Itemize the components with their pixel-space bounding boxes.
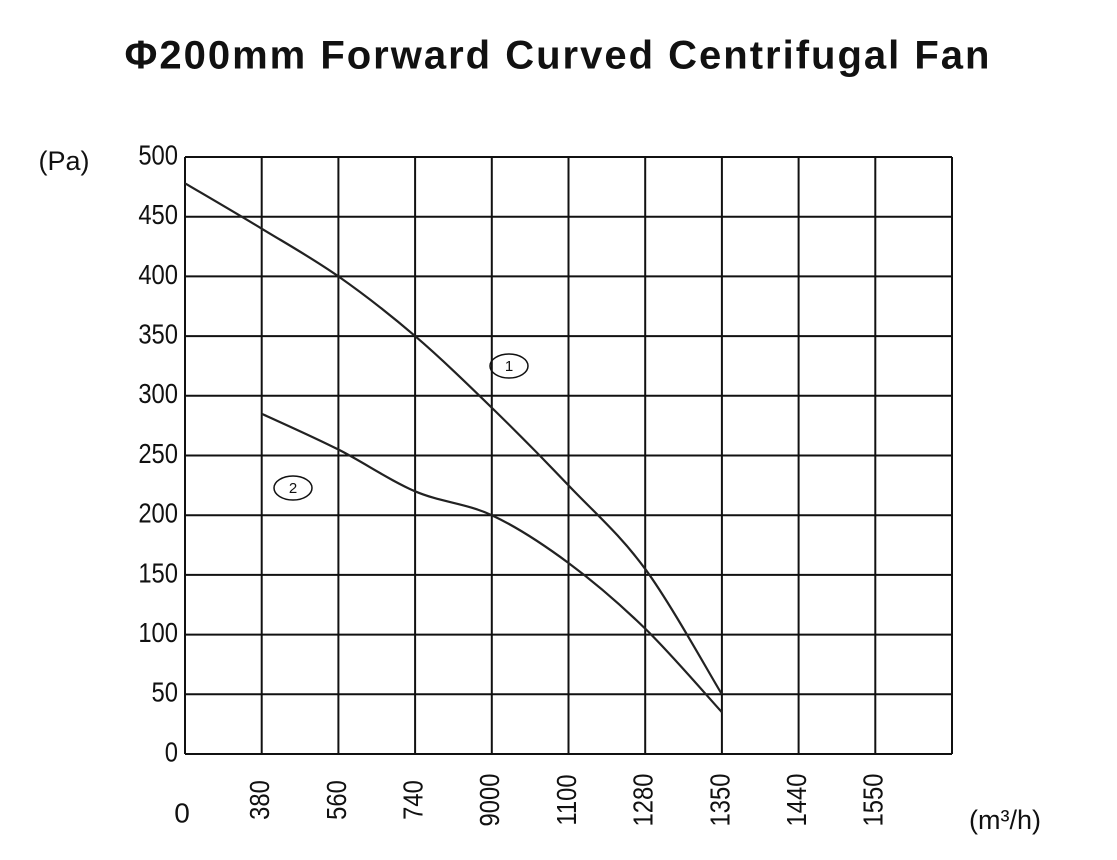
x-tick-label: 380 xyxy=(243,780,275,820)
y-tick-label: 300 xyxy=(138,377,178,409)
x-tick-label: 0 xyxy=(174,797,190,828)
chart-title: Φ200mm Forward Curved Centrifugal Fan xyxy=(125,34,992,78)
x-tick-label: 9000 xyxy=(473,774,505,827)
y-tick-label: 250 xyxy=(138,437,178,469)
x-tick-label: 1100 xyxy=(550,774,582,825)
series-label-circle xyxy=(273,475,313,501)
series-label-circle xyxy=(489,353,529,379)
y-axis-label: (Pa) xyxy=(38,146,89,176)
x-tick-label: 1280 xyxy=(627,774,659,827)
y-tick-label: 150 xyxy=(138,556,178,588)
y-tick-label: 400 xyxy=(138,258,178,290)
x-tick-label: 1550 xyxy=(857,774,889,827)
y-tick-label: 50 xyxy=(152,676,178,708)
x-tick-label: 560 xyxy=(320,780,352,820)
y-tick-label: 350 xyxy=(138,318,178,350)
y-tick-label: 500 xyxy=(138,139,178,171)
x-axis-label: (m³/h) xyxy=(969,805,1041,835)
line xyxy=(261,412,723,713)
line xyxy=(184,182,723,695)
y-tick-label: 0 xyxy=(165,736,178,768)
y-tick-label: 100 xyxy=(138,616,178,648)
x-tick-label: 1440 xyxy=(780,774,812,827)
series-label: 2 xyxy=(289,480,297,497)
x-tick-label: 740 xyxy=(397,780,429,820)
y-tick-label: 450 xyxy=(138,198,178,230)
y-tick-label: 200 xyxy=(138,497,178,529)
x-tick-label: 1350 xyxy=(703,774,735,827)
series-label: 1 xyxy=(505,358,513,375)
